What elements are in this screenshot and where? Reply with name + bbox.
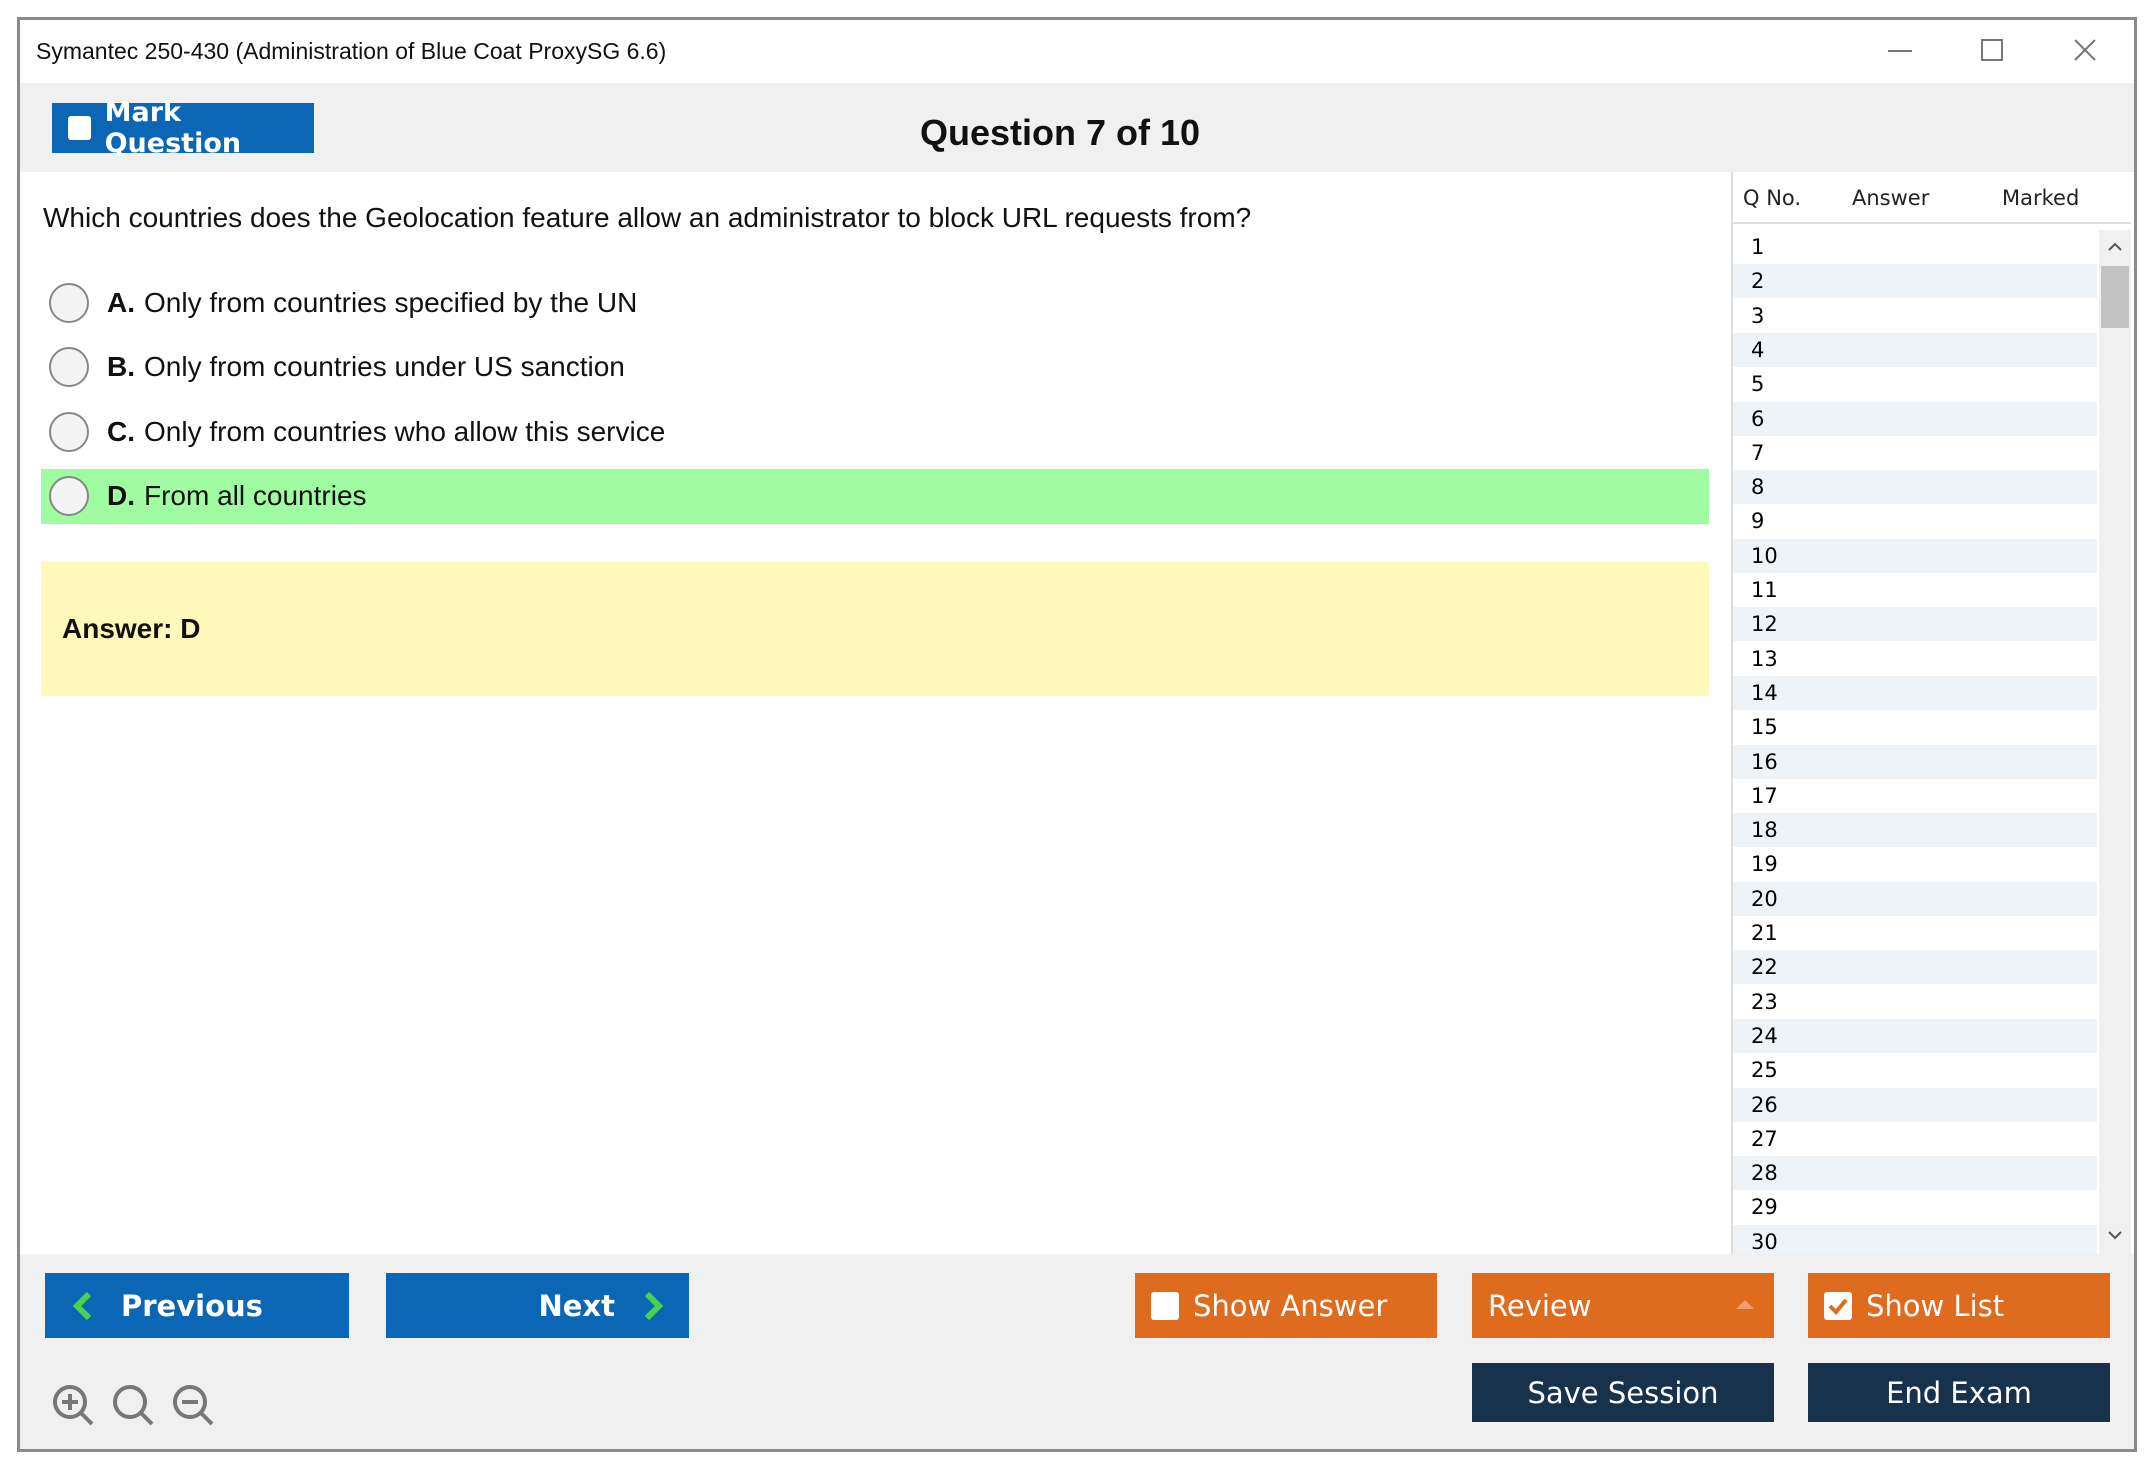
list-row[interactable]: 27 [1733,1121,2097,1156]
list-rows: 1 2 3 4 5 6 7 8 9 10 11 12 13 14 15 16 17 18 19 20 21 22 23 24 2… [1733,230,2097,1254]
show-list-button[interactable]: Show List [1808,1273,2110,1338]
question-list: Q No. Answer Marked 1 2 3 4 5 6 7 8 9 10 11 12 13 14 15 1… [1731,172,2131,1254]
list-row[interactable]: 10 [1733,538,2097,573]
column-header: Q No. [1743,186,1802,210]
window-controls [1888,39,2096,61]
show-answer-button[interactable]: Show Answer [1135,1273,1437,1338]
list-row[interactable]: 8 [1733,470,2097,505]
list-row[interactable]: 2 [1733,264,2097,299]
list-row[interactable]: 4 [1733,332,2097,367]
review-button[interactable]: Review [1472,1273,1774,1338]
scroll-thumb[interactable] [2101,266,2129,328]
arrow-right [644,1291,664,1320]
scroll-arrows [2108,242,2122,1240]
label: Save Session [1527,1375,1719,1410]
option-letter: D. [107,480,135,511]
list-row[interactable]: 29 [1733,1190,2097,1225]
label: Show Answer [1193,1288,1388,1323]
label: Next [538,1288,615,1323]
scrollbar[interactable] [2099,230,2131,1254]
answer-text: Answer: D [62,613,201,644]
checkbox[interactable] [1824,1291,1852,1320]
option-letter: C. [107,415,135,447]
option-letter: B. [107,351,135,382]
label: Mark Question [104,97,242,159]
label: Review [1488,1288,1592,1323]
list-row[interactable]: 3 [1733,298,2097,333]
option-text: Only from countries who allow this servi… [144,415,666,447]
previous-button[interactable]: Previous [45,1273,349,1338]
list-row[interactable]: 15 [1733,710,2097,745]
option-text: From all countries [144,480,367,511]
save-session-button[interactable]: Save Session [1472,1363,1774,1422]
close[interactable] [2074,39,2096,61]
option-letter: A. [107,286,135,318]
list-row[interactable]: 19 [1733,847,2097,882]
zoom-in[interactable] [53,1385,94,1426]
question-heading: Question 7 of 10 [919,112,1201,153]
option[interactable]: A. Only from countries specified by the U… [41,275,1709,330]
list-row[interactable]: 26 [1733,1087,2097,1122]
window-title: Symantec 250-430 (Administration of Blue… [36,38,667,64]
list-row[interactable]: 16 [1733,744,2097,779]
footer [20,1254,2134,1449]
list-header [1733,172,2131,224]
checkbox[interactable] [1151,1291,1179,1320]
end-exam-button[interactable]: End Exam [1808,1363,2110,1422]
dropdown-arrow [1736,1300,1754,1309]
list-row[interactable]: 25 [1733,1053,2097,1088]
answer-box: Answer: D [41,562,1709,696]
arrow-left [72,1291,92,1320]
label: Show List [1866,1288,2005,1323]
label: End Exam [1886,1375,2032,1410]
list-row[interactable]: 24 [1733,1018,2097,1053]
mark-question-button[interactable]: Mark Question [52,97,314,159]
list-row[interactable]: 9 [1733,504,2097,539]
column-header: Marked [2002,186,2080,210]
maximize[interactable] [1981,39,2003,61]
list-row[interactable]: 7 [1733,435,2097,470]
radio-button[interactable] [49,282,89,323]
radio-button[interactable] [49,347,89,387]
list-row[interactable]: 14 [1733,675,2097,710]
next-button[interactable]: Next [386,1273,689,1338]
list-row[interactable]: 1 [1733,230,2097,264]
list-row[interactable]: 20 [1733,881,2097,916]
list-row[interactable]: 13 [1733,641,2097,676]
option[interactable]: C. Only from countries who allow this ser… [41,404,1709,459]
list-row[interactable]: 28 [1733,1156,2097,1191]
list-row[interactable]: 5 [1733,367,2097,402]
label: Previous [121,1288,263,1323]
list-row[interactable]: 17 [1733,778,2097,813]
radio-button[interactable] [49,411,89,452]
checkbox[interactable] [68,116,91,140]
question-text: Which countries does the Geolocation fea… [43,202,1252,233]
option[interactable]: B. Only from countries under US sanction [41,340,1709,395]
list-row[interactable]: 11 [1733,573,2097,607]
option[interactable]: D. From all countries [41,468,1709,524]
option-text: Only from countries under US sanction [144,351,625,382]
list-row[interactable]: 30 [1733,1224,2097,1254]
list-row[interactable]: 6 [1733,401,2097,436]
list-row[interactable]: 21 [1733,916,2097,950]
list-row[interactable]: 22 [1733,950,2097,985]
list-row[interactable]: 18 [1733,813,2097,848]
list-row[interactable]: 12 [1733,607,2097,642]
zoom-reset[interactable] [113,1385,154,1426]
zoom-out[interactable] [173,1385,214,1426]
toolbar [20,83,2134,172]
option-text: Only from countries specified by the UN [144,286,638,318]
radio-button[interactable] [49,476,89,516]
zoom-controls [53,1385,214,1426]
list-row[interactable]: 23 [1733,984,2097,1019]
column-header: Answer [1852,186,1930,210]
